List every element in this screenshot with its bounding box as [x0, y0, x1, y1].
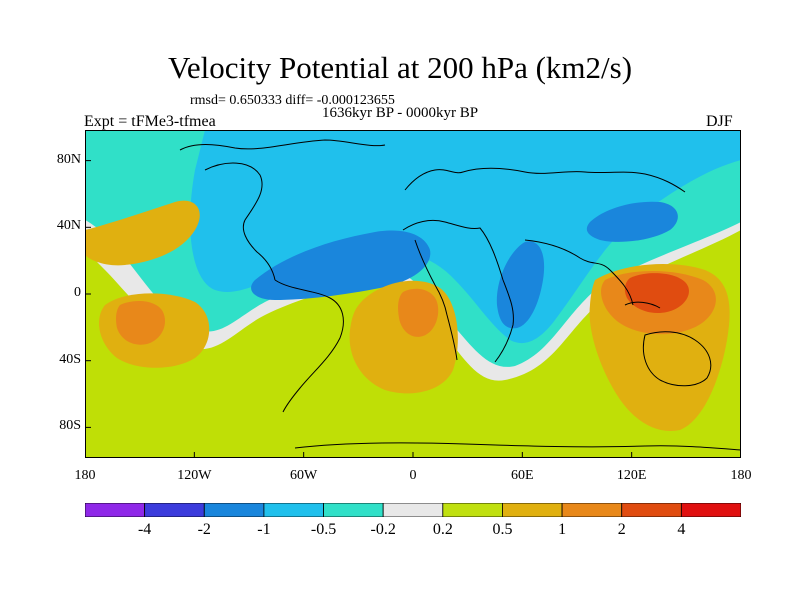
lon-label-180w: 180 — [74, 468, 96, 483]
colorbar-label: -0.2 — [370, 521, 396, 538]
coastlines — [179, 139, 741, 451]
lon-label-0: 0 — [409, 468, 417, 483]
lat-label-0: 0 — [74, 285, 81, 300]
colorbar-label: 0.2 — [432, 521, 453, 538]
colorbar-swatch — [442, 503, 503, 517]
lon-label-120w: 120W — [177, 468, 212, 483]
period-label: 1636kyr BP - 0000kyr BP — [322, 105, 479, 121]
stats-label: rmsd= 0.650333 diff= -0.000123655 — [190, 93, 395, 108]
negative-region — [85, 130, 741, 381]
lat-label-40n: 40N — [56, 218, 81, 234]
experiment-label: Expt = tFMe3-tfmea — [84, 113, 216, 130]
colorbar-label: -1 — [257, 521, 271, 538]
colorbar-swatch — [85, 503, 146, 517]
colorbar-label: 4 — [677, 521, 686, 538]
colorbar-label: -0.5 — [310, 521, 337, 538]
plot-title: Velocity Potential at 200 hPa (km2/s) — [167, 50, 633, 85]
colorbar-label: 1 — [558, 521, 567, 538]
colorbar-swatch — [621, 503, 682, 517]
positive-region — [85, 200, 730, 431]
season-label: DJF — [706, 113, 733, 130]
colorbar-swatch — [263, 503, 324, 517]
colorbar-label: -2 — [197, 521, 211, 538]
colorbar-swatch — [382, 503, 444, 517]
colorbar-swatch — [203, 503, 265, 517]
colorbar-swatch — [323, 503, 384, 517]
lon-label-60e: 60E — [511, 468, 534, 483]
velocity-potential-map — [85, 130, 741, 458]
lat-label-40s: 40S — [59, 351, 81, 367]
colorbar-label: 2 — [617, 521, 626, 538]
colorbar-label: 0.5 — [492, 521, 513, 538]
colorbar-swatch — [561, 503, 623, 517]
lon-label-180e: 180 — [730, 468, 752, 483]
lat-label-80s: 80S — [59, 418, 81, 434]
lon-label-120e: 120E — [616, 468, 647, 483]
colorbar-swatch — [680, 503, 741, 517]
colorbar-swatch — [144, 503, 205, 517]
lat-label-80n: 80N — [56, 151, 81, 167]
colorbar — [85, 503, 741, 517]
lon-label-60w: 60W — [290, 468, 318, 483]
colorbar-swatch — [502, 503, 563, 517]
colorbar-label: -4 — [137, 521, 152, 538]
map-frame — [85, 130, 741, 458]
